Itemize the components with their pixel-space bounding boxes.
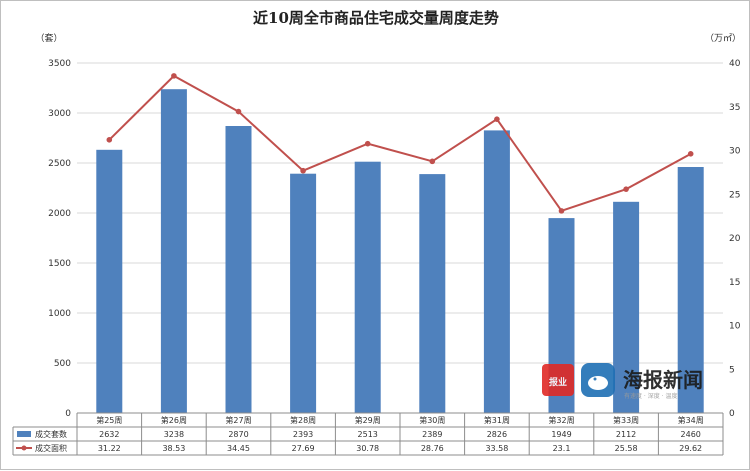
category-label: 第33周	[613, 415, 639, 425]
bar-series	[96, 89, 704, 414]
category-label: 第31周	[484, 415, 510, 425]
legend-line-marker	[21, 445, 27, 451]
right-tick-label: 40	[729, 59, 741, 69]
bar	[160, 89, 187, 413]
left-tick-label: 1000	[48, 309, 71, 319]
bar	[96, 149, 123, 414]
line-point	[235, 108, 242, 115]
left-tick-label: 0	[65, 409, 71, 419]
line-point	[687, 151, 694, 157]
bar-value-label: 1949	[551, 430, 571, 439]
left-tick-label: 500	[54, 359, 71, 369]
bar	[290, 173, 317, 413]
bar-value-label: 2826	[487, 430, 507, 439]
bar	[613, 201, 640, 413]
line-value-label: 27.69	[292, 444, 315, 453]
line-value-label: 23.1	[553, 444, 571, 453]
line-value-label: 34.45	[227, 444, 250, 453]
right-axis-ticks: 0 5 10 15 20 25 30 35 40	[729, 59, 741, 419]
bar	[483, 130, 510, 413]
left-tick-label: 3000	[48, 109, 71, 119]
line-series	[106, 73, 694, 214]
seal-eye	[593, 377, 597, 381]
line-point	[106, 137, 113, 143]
left-tick-label: 2000	[48, 209, 71, 219]
watermark-logo: 报业 海报新闻 有速度 · 深度 · 温度	[542, 363, 703, 400]
line-value-label: 28.76	[421, 444, 444, 453]
right-tick-label: 20	[729, 234, 741, 244]
category-label: 第32周	[548, 415, 574, 425]
bar-value-label: 2389	[422, 430, 442, 439]
bar-value-label: 2112	[616, 430, 636, 439]
bar-value-label: 2513	[358, 430, 378, 439]
category-label: 第26周	[161, 415, 187, 425]
line-point	[171, 73, 177, 79]
line-value-label: 33.58	[485, 444, 508, 453]
right-tick-label: 30	[729, 147, 741, 157]
category-label: 第25周	[96, 415, 122, 425]
brand-slogan: 有速度 · 深度 · 温度	[624, 392, 677, 400]
left-tick-label: 1500	[48, 259, 71, 269]
badge-icon	[542, 364, 574, 396]
bar	[354, 161, 381, 413]
left-tick-label: 2500	[48, 159, 71, 169]
category-label: 第28周	[290, 415, 316, 425]
line-point	[429, 158, 436, 165]
line-point	[300, 167, 306, 174]
line-value-label: 29.62	[679, 444, 702, 453]
line-path	[108, 74, 692, 213]
line-value-label: 31.22	[98, 444, 121, 453]
left-tick-label: 3500	[48, 59, 71, 69]
right-tick-label: 5	[729, 365, 735, 375]
bar-value-label: 3238	[164, 430, 184, 439]
chart-title: 近10周全市商品住宅成交量周度走势	[253, 9, 499, 27]
legend-line-label: 成交面积	[35, 443, 67, 453]
right-tick-label: 15	[729, 278, 740, 288]
category-label: 第27周	[225, 415, 251, 425]
legend-bar-swatch	[17, 431, 31, 437]
bar	[677, 167, 704, 413]
badge-text: 报业	[549, 376, 567, 388]
bar-value-label: 2870	[228, 430, 248, 439]
right-axis-unit: （万㎡）	[705, 33, 741, 44]
legend-bar-label: 成交套数	[35, 429, 67, 439]
data-table: 第25周 2632 31.22 第26周 3238 38.53 第27周 2870 34.45 第…	[12, 412, 724, 456]
left-axis-unit: （套）	[35, 32, 62, 44]
brand-text: 海报新闻	[623, 368, 703, 392]
bar	[225, 126, 252, 413]
line-point	[494, 116, 500, 122]
line-value-label: 25.58	[615, 444, 638, 453]
right-tick-label: 10	[729, 322, 741, 332]
line-point	[364, 140, 371, 147]
right-tick-label: 25	[729, 190, 740, 200]
right-tick-label: 35	[729, 103, 740, 113]
category-label: 第29周	[355, 415, 381, 425]
left-axis-ticks: 0 500 1000 1500 2000 2500 3000 3500	[48, 59, 71, 419]
line-value-label: 38.53	[162, 444, 185, 453]
category-label: 第34周	[678, 415, 704, 425]
category-label: 第30周	[419, 415, 445, 425]
line-point	[558, 208, 565, 214]
seal-icon-shape	[588, 376, 608, 390]
bar-value-label: 2393	[293, 430, 313, 439]
line-value-label: 30.78	[356, 444, 379, 453]
bar	[419, 174, 446, 413]
right-tick-label: 0	[729, 409, 735, 419]
line-point	[623, 186, 629, 192]
bar-value-label: 2632	[99, 430, 119, 439]
bar-value-label: 2460	[681, 430, 701, 439]
